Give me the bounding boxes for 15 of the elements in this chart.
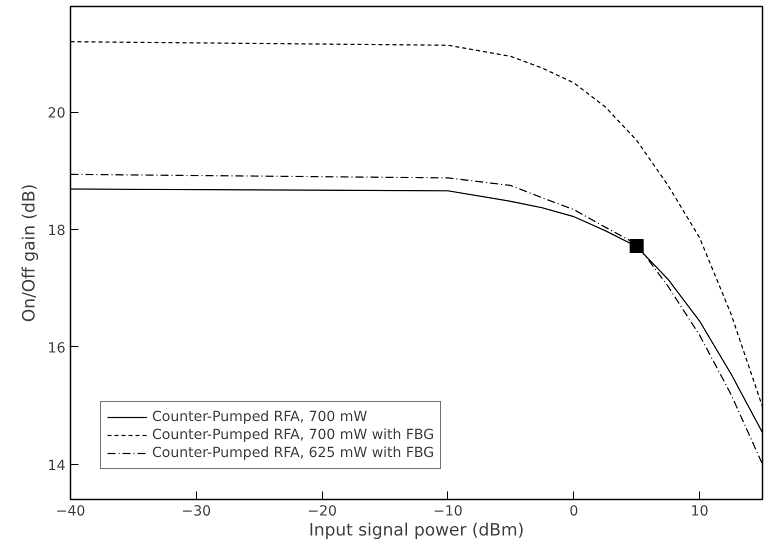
x-tick-label: 10 xyxy=(690,504,709,520)
legend-label: Counter-Pumped RFA, 700 mW with FBG xyxy=(152,426,434,444)
x-axis-title: Input signal power (dBm) xyxy=(308,520,524,540)
x-tick-label: −30 xyxy=(182,504,212,520)
legend-label: Counter-Pumped RFA, 625 mW with FBG xyxy=(152,444,434,462)
x-tick-label: −10 xyxy=(433,504,463,520)
legend-label: Counter-Pumped RFA, 700 mW xyxy=(152,408,368,426)
x-tick-label: −40 xyxy=(56,504,86,520)
y-tick-label: 18 xyxy=(48,223,66,240)
x-tick-label: 0 xyxy=(569,504,578,520)
y-tick-label: 16 xyxy=(48,340,66,356)
x-tick-label: −20 xyxy=(307,504,337,520)
y-axis-title: On/Off gain (dB) xyxy=(20,184,40,322)
y-tick-label: 20 xyxy=(48,106,66,122)
y-tick-label: 14 xyxy=(48,458,66,474)
